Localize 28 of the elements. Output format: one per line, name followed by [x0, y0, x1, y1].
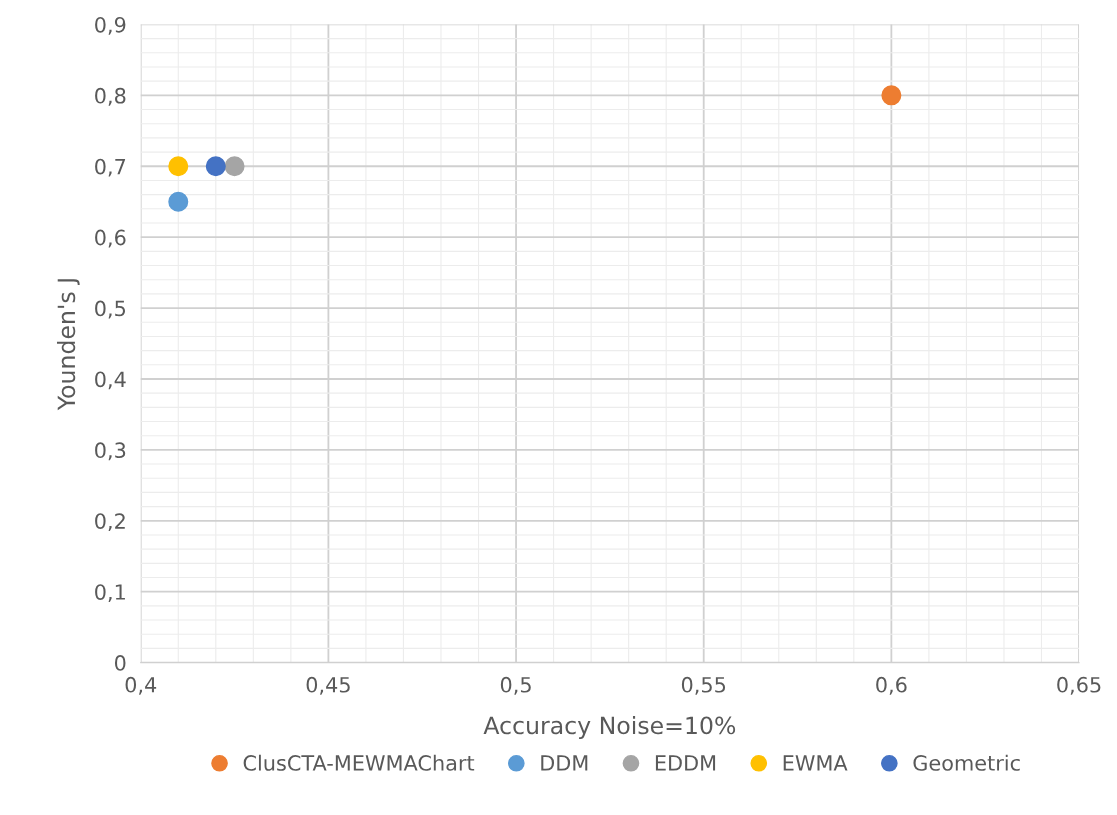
y-tick-label: 0,1 [95, 584, 125, 603]
point [881, 85, 902, 106]
legend-label: ClusCTA-MEWMAChart [243, 754, 475, 771]
point [168, 156, 189, 177]
x-tick-label: 0,5 [500, 676, 531, 695]
y-tick-label: 0,4 [95, 371, 126, 390]
legend-label: EDDM [655, 755, 716, 771]
point [168, 191, 189, 212]
y-tick-label: 0,8 [95, 87, 126, 106]
x-tick-label: 0,6 [876, 676, 907, 695]
x-tick-label: 0,55 [681, 676, 726, 695]
legend-label: DDM [541, 755, 588, 771]
y-axis-title: Younden's J [56, 279, 80, 411]
point [205, 156, 226, 177]
y-tick-label: 0 [114, 655, 126, 671]
x-axis-title: Accuracy Noise=10% [483, 716, 736, 739]
y-tick-label: 0,6 [95, 229, 126, 248]
x-tick-label: 0,4 [125, 676, 157, 695]
y-tick-label: 0,3 [95, 442, 126, 461]
x-tick-label: 0,45 [306, 676, 350, 695]
point [224, 156, 245, 177]
y-tick-label: 0,7 [95, 158, 126, 177]
y-tick-label: 0,2 [95, 513, 125, 532]
legend-label: Geometric [913, 754, 1020, 771]
y-tick-label: 0,9 [95, 16, 126, 35]
x-tick-label: 0,65 [1057, 676, 1101, 695]
legend-label: EWMA [783, 755, 848, 771]
y-tick-label: 0,5 [95, 300, 126, 319]
